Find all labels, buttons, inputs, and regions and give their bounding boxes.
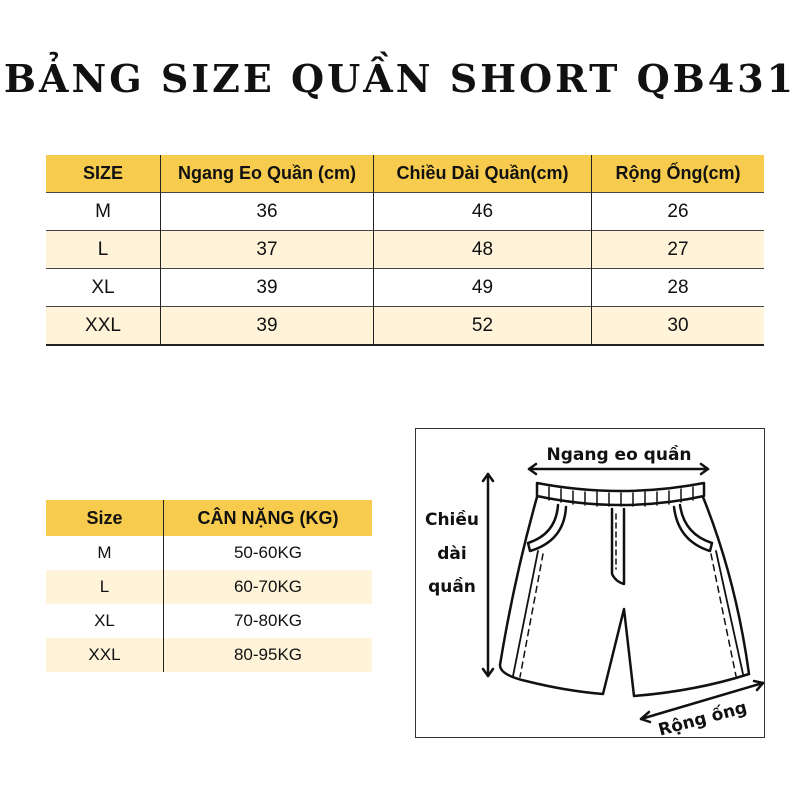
page-title: BẢNG SIZE QUẦN SHORT QB431 xyxy=(3,56,797,101)
cell: XXL xyxy=(46,638,164,672)
cell: 27 xyxy=(591,230,764,269)
cell: 39 xyxy=(160,306,374,346)
waist-arrow-icon xyxy=(527,462,710,476)
cell: 48 xyxy=(373,230,592,269)
cell: 52 xyxy=(373,306,592,346)
shorts-illustration: Ngang eo quần Chiều dài quần Rộng ống xyxy=(425,444,764,737)
table-row: L 37 48 27 xyxy=(46,230,764,269)
cell: 28 xyxy=(591,268,764,307)
length-label-line3: quần xyxy=(428,576,476,597)
cell: XL xyxy=(46,604,164,638)
table-row: XXL 39 52 30 xyxy=(46,306,764,346)
header-length: Chiều Dài Quần(cm) xyxy=(373,155,592,193)
header-waist: Ngang Eo Quần (cm) xyxy=(160,155,374,193)
size-measurement-table: SIZE Ngang Eo Quần (cm) Chiều Dài Quần(c… xyxy=(46,155,764,346)
cell: 60-70KG xyxy=(163,570,372,604)
shorts-outline xyxy=(498,495,751,698)
header-size: SIZE xyxy=(46,155,161,193)
cell: 70-80KG xyxy=(233,611,303,630)
cell: 30 xyxy=(591,306,764,346)
cell: 39 xyxy=(160,268,374,307)
cell: XXL xyxy=(46,306,161,346)
header-weight: CÂN NẶNG (KG) xyxy=(163,500,372,536)
waist-label: Ngang eo quần xyxy=(546,444,691,465)
cell: 50-60KG xyxy=(233,543,303,562)
table-row: XXL 80-95KG xyxy=(46,638,372,672)
cell: 46 xyxy=(373,192,592,231)
header-size: Size xyxy=(46,500,164,536)
cell: M xyxy=(46,536,164,570)
cell: 49 xyxy=(373,268,592,307)
table-row: M 50-60KG xyxy=(46,536,372,570)
weight-table: Size CÂN NẶNG (KG) M 50-60KG L 60-70KG X… xyxy=(46,500,372,672)
table-row: M 36 46 26 xyxy=(46,192,764,231)
length-label-line2: dài xyxy=(437,544,466,564)
cell: 36 xyxy=(160,192,374,231)
table-row: XL 70-80KG xyxy=(46,604,372,638)
cell: 26 xyxy=(591,192,764,231)
length-arrow-icon xyxy=(481,472,495,678)
leg-width-arrow-icon xyxy=(639,679,764,724)
leg-width-label: Rộng ống xyxy=(656,697,749,737)
waistband xyxy=(535,481,706,507)
cell: 37 xyxy=(160,230,374,269)
cell: L xyxy=(46,570,164,604)
cell: 80-95KG xyxy=(163,638,372,672)
table-header-row: Size CÂN NẶNG (KG) xyxy=(46,500,372,536)
shorts-measurement-diagram: Ngang eo quần Chiều dài quần Rộng ống xyxy=(415,428,765,738)
table-row: XL 39 49 28 xyxy=(46,268,764,307)
length-label-line1: Chiều xyxy=(425,509,479,530)
cell: L xyxy=(46,230,161,269)
table-row: L 60-70KG xyxy=(46,570,372,604)
cell: M xyxy=(46,192,161,231)
table-header-row: SIZE Ngang Eo Quần (cm) Chiều Dài Quần(c… xyxy=(46,155,764,193)
header-leg-width: Rộng Ống(cm) xyxy=(591,155,764,193)
cell: XL xyxy=(46,268,161,307)
